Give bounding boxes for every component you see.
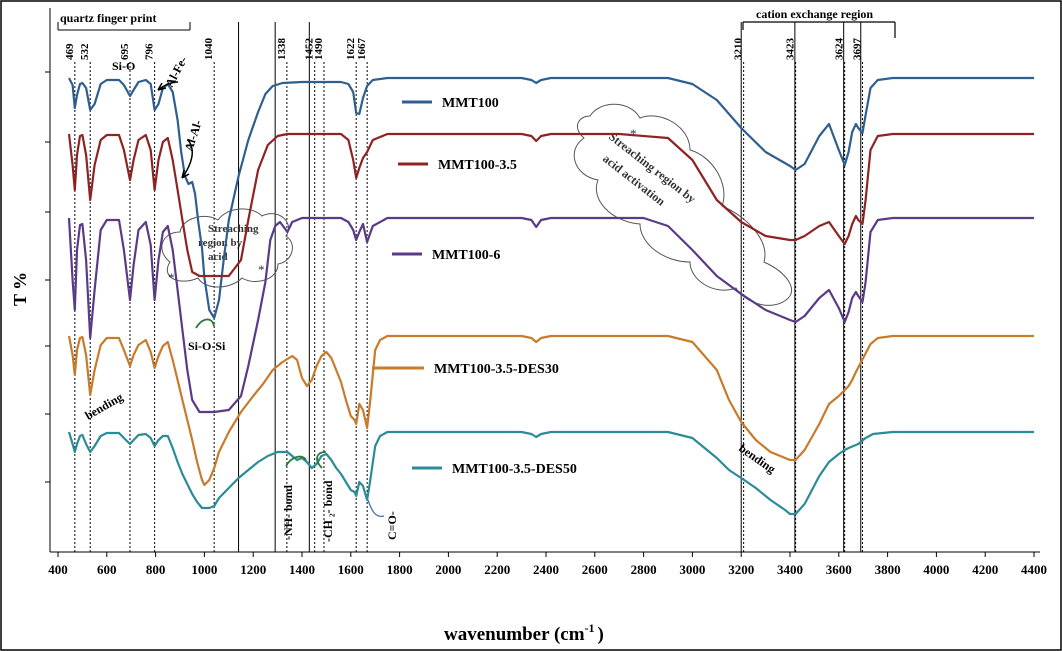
series-line [68, 76, 1034, 320]
arrow-nh-bond [285, 455, 307, 467]
x-tick-label: 400 [48, 562, 68, 577]
star-marker: * [168, 270, 175, 285]
arrow-co [367, 499, 385, 518]
star-marker: * [630, 126, 637, 141]
x-tick-label: 1400 [289, 562, 315, 577]
cloud-shape-left [161, 208, 293, 288]
series-line [67, 334, 1034, 487]
y-ticks [45, 71, 50, 483]
y-axis-label: T % [10, 272, 30, 306]
peak-label: 1338 [276, 38, 288, 61]
series-line [67, 216, 1034, 414]
x-tick-label: 2200 [484, 562, 510, 577]
legend-label: MMT100-6 [432, 248, 500, 263]
x-tick-label: 2800 [631, 562, 657, 577]
x-tick-label: 800 [146, 562, 166, 577]
star-marker: * [258, 262, 265, 277]
x-tick-labels: 400 600 800 1000 1200 1400 1600 1800 2000 2200 240… [48, 562, 1047, 577]
annotation-ch2-bond: -CH ₂- bond [321, 480, 335, 542]
x-tick-label: 2600 [582, 562, 608, 577]
peak-label: 3697 [851, 38, 863, 61]
peak-lines [74, 62, 863, 552]
x-tick-label: 1200 [240, 562, 266, 577]
x-ticks [57, 552, 1035, 557]
annotation-cation: cation exchange region [756, 7, 873, 21]
x-axis-label-main: wavenumber (cm [444, 624, 585, 645]
arrow-ch2-bond [316, 451, 327, 469]
peak-label: 1040 [203, 38, 215, 61]
series-line [67, 132, 1034, 278]
arrow-al-fe-head [157, 82, 167, 91]
peak-label: 1622 [345, 38, 357, 61]
peak-label: 1452 [304, 38, 316, 61]
legend: MMT100 MMT100-3.5 MMT100-6 MMT100-3.5-DES30… [372, 96, 577, 477]
annotation-si-o-si: Si-O-Si [188, 339, 226, 353]
x-tick-label: 3400 [777, 562, 803, 577]
peak-label: 3210 [733, 38, 745, 61]
x-tick-label: 2000 [435, 562, 461, 577]
x-tick-label: 4400 [1021, 562, 1047, 577]
cloud-shape-right [573, 103, 792, 306]
peak-label: 3624 [834, 38, 846, 61]
series-lines [67, 76, 1034, 516]
bracket-cation: cation exchange region [742, 7, 896, 38]
bracket-quartz: quartz finger print [57, 11, 191, 31]
legend-label: MMT100-3.5-DES50 [452, 462, 577, 477]
x-tick-label: 1000 [191, 562, 217, 577]
x-tick-label: 4200 [972, 562, 998, 577]
x-tick-label: 3800 [875, 562, 901, 577]
arrow-al-fe [157, 81, 179, 91]
arrow-al-al-head [181, 169, 190, 179]
peak-label: 469 [64, 43, 76, 60]
x-axis-label-close: ) [598, 624, 604, 645]
series-line [67, 430, 1034, 516]
peak-label: 3423 [785, 38, 797, 61]
x-tick-label: 2400 [533, 562, 559, 577]
peak-label: 1490 [313, 38, 325, 61]
x-tick-label: 600 [97, 562, 117, 577]
annotation-co: C=O- [385, 511, 399, 540]
peak-label: 532 [79, 43, 91, 60]
legend-label: MMT100-3.5-DES30 [434, 362, 559, 377]
annotation-stretch-left-2: region by [198, 237, 243, 249]
legend-label: MMT100-3.5 [438, 158, 517, 173]
annotation-si-o: Si-O [112, 59, 135, 73]
x-axis-label-sup: -1 [585, 621, 595, 635]
x-tick-label: 3600 [826, 562, 852, 577]
x-tick-label: 4000 [923, 562, 949, 577]
arrow-si-o-si [195, 318, 215, 329]
peak-label: 1667 [356, 38, 368, 61]
x-tick-label: 3000 [679, 562, 705, 577]
peak-label: 796 [144, 43, 156, 60]
annotation-nh-bond: -NH- bond [281, 485, 295, 540]
legend-label: MMT100 [442, 96, 499, 111]
x-tick-label: 1600 [338, 562, 364, 577]
peak-label: 695 [119, 43, 131, 60]
x-tick-label: 1800 [387, 562, 413, 577]
arrow-al-al [181, 139, 194, 179]
annotation-quartz: quartz finger print [60, 11, 156, 25]
x-axis-label: wavenumber (cm-1) [444, 621, 604, 645]
x-tick-label: 3200 [728, 562, 754, 577]
annotation-stretch-left-1: Streaching [208, 223, 259, 235]
